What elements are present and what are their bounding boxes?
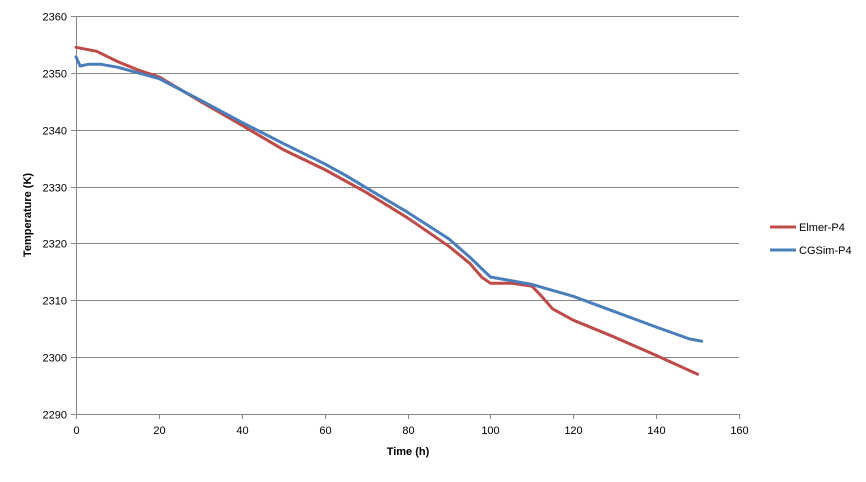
legend: Elmer-P4 CGSim-P4 <box>770 222 852 257</box>
y-tick-label: 2330 <box>43 183 67 195</box>
series-line-cgsim-p4 <box>74 55 704 343</box>
x-tick-label: 60 <box>319 425 331 437</box>
gridlines <box>76 16 739 358</box>
x-tick-label: 40 <box>236 425 248 437</box>
y-axis-label: Temperature (K) <box>22 173 34 257</box>
axes <box>71 16 740 419</box>
legend-label: Elmer-P4 <box>799 222 845 234</box>
tick-labels: 2290 2300 2310 2320 2330 2340 2350 2360 0 20 40 60 8… <box>43 12 749 438</box>
y-tick-label: 2290 <box>43 410 67 422</box>
y-tick-label: 2360 <box>43 12 67 24</box>
y-tick-label: 2310 <box>43 296 67 308</box>
y-tick-label: 2320 <box>43 239 67 251</box>
y-tick-label: 2300 <box>43 353 67 365</box>
x-tick-label: 20 <box>153 425 165 437</box>
y-tick-label: 2350 <box>43 69 67 81</box>
x-tick-label: 160 <box>730 425 748 437</box>
x-tick-label: 100 <box>481 425 499 437</box>
legend-label: CGSim-P4 <box>799 245 852 257</box>
series-line-elmer-p4 <box>74 45 700 376</box>
x-tick-label: 140 <box>647 425 665 437</box>
y-tick-label: 2340 <box>43 126 67 138</box>
series-lines <box>74 45 704 376</box>
x-tick-label: 80 <box>402 425 414 437</box>
x-axis-label: Time (h) <box>387 446 430 458</box>
x-tick-label: 0 <box>73 425 79 437</box>
x-tick-label: 120 <box>564 425 582 437</box>
